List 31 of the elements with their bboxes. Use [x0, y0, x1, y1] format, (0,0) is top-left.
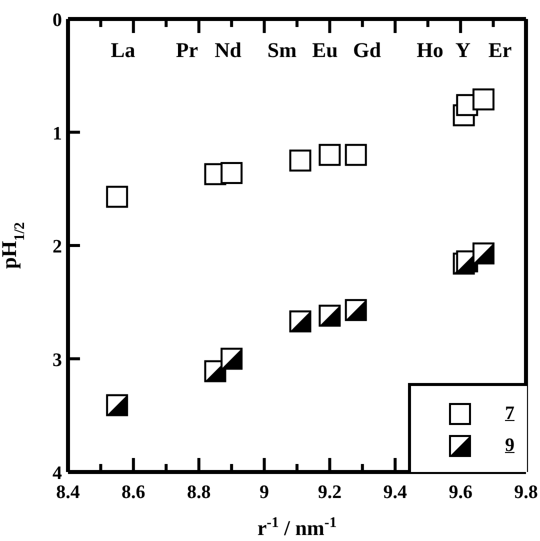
- point: [289, 150, 312, 172]
- annotation: Sm: [267, 38, 298, 62]
- x-tick-label: 9.6: [448, 482, 472, 503]
- y-tick-label: 0: [52, 10, 62, 31]
- annotation: Nd: [214, 38, 242, 62]
- point: [472, 88, 494, 110]
- annotation: Ho: [416, 38, 444, 62]
- y-tick-label: 1: [52, 123, 62, 144]
- y-tick-label: 4: [52, 463, 62, 484]
- annotation: La: [110, 38, 136, 62]
- x-axis-title: r$^{-1}$ / nm$^{-1}$: [257, 515, 337, 540]
- point: [318, 144, 341, 166]
- x-tick-label: 8.8: [186, 482, 211, 503]
- x-tick-label: 9.8: [514, 482, 538, 503]
- legend-label: 7: [505, 403, 514, 425]
- point: [220, 162, 243, 184]
- x-tick-label: 8.4: [56, 482, 80, 503]
- annotation: Y: [455, 38, 471, 62]
- y-tick-label: 3: [52, 350, 62, 371]
- point: [106, 186, 128, 208]
- y-tick-label: 2: [52, 236, 62, 258]
- annotation: Gd: [352, 38, 382, 62]
- annotation: Eu: [312, 38, 338, 62]
- annotation: Er: [488, 38, 512, 62]
- point: [344, 144, 367, 166]
- x-tick-label: 8.6: [122, 482, 146, 503]
- x-tick-label: 9: [260, 482, 270, 503]
- annotation: Pr: [176, 38, 198, 62]
- legend-label: 9: [505, 435, 514, 457]
- x-tick-label: 9.4: [383, 482, 408, 503]
- x-tick-label: 9.2: [318, 482, 342, 503]
